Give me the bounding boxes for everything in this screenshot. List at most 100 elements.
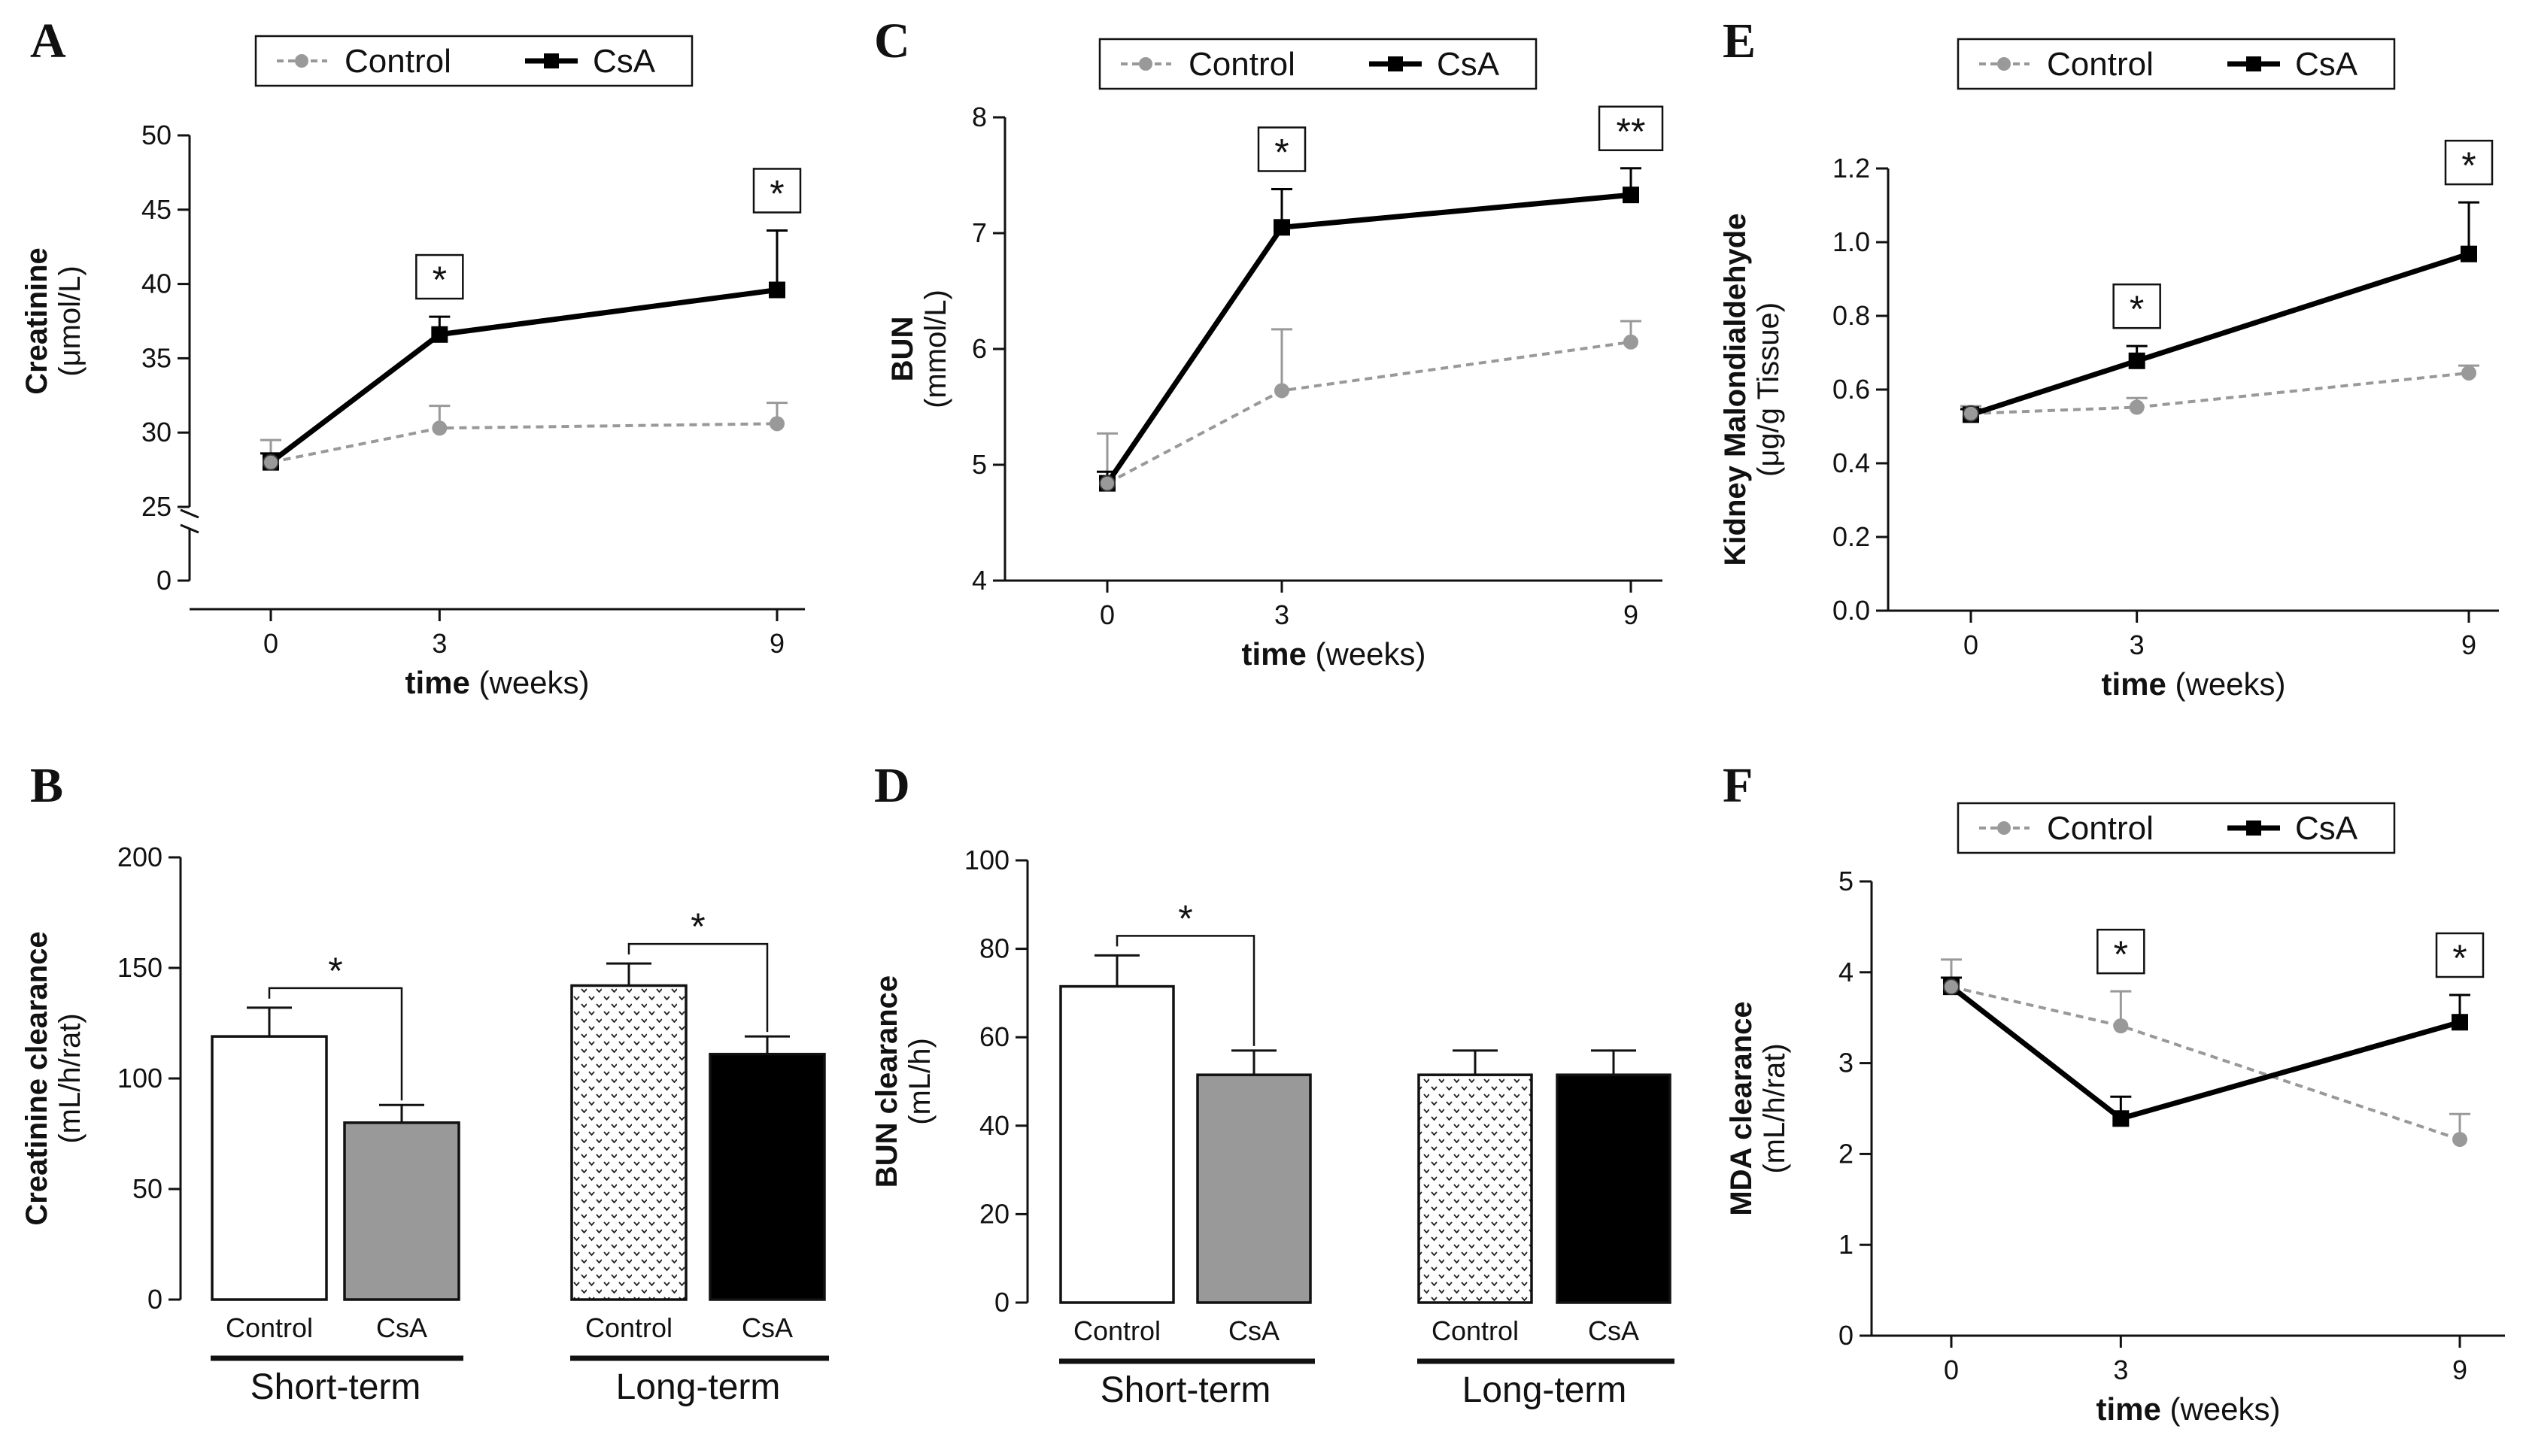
y-axis-title: Creatinine (μmol/L) — [20, 247, 87, 395]
significance-box — [2096, 928, 2145, 975]
y-tick-label: 5 — [1838, 866, 1854, 896]
y-tick-label: 40 — [979, 1110, 1010, 1141]
panel-B: B 0 50 100 150 200 Creatinine clearance (mL/h/r… — [20, 758, 829, 1407]
panel-A-legend: Control CsA — [254, 35, 694, 87]
bar-control — [570, 984, 688, 1301]
y-tick-label: 0 — [1838, 1320, 1854, 1351]
legend-control-marker — [1997, 821, 2011, 835]
significance-box — [1598, 105, 1664, 152]
data-point — [431, 326, 448, 343]
x-tick-label: 0 — [1944, 1354, 1959, 1385]
y-axis-title-bold: Kidney Malondialdehyde — [1719, 214, 1752, 566]
data-point — [2129, 399, 2145, 415]
series-line — [1951, 985, 2461, 1141]
y-tick-label: 0.6 — [1832, 374, 1870, 405]
y-tick-label: 8 — [972, 102, 987, 132]
y-axis-title-unit: (μg/g Tissue) — [1752, 302, 1785, 477]
significance-mark: * — [2452, 937, 2467, 979]
y-tick-label: 150 — [117, 952, 162, 983]
panel-E-legend: Control CsA — [1957, 38, 2396, 90]
series-control — [1097, 320, 1641, 491]
panel-A: A Control CsA 25 30 35 40 45 50 0 0 3 9 time (weeks) C… — [20, 14, 805, 700]
y-axis-title: Creatinine clearance (mL/h/rat) — [20, 931, 87, 1225]
legend-csa-label: CsA — [2295, 810, 2358, 847]
y-tick-label: 1 — [1838, 1229, 1854, 1260]
data-point — [2128, 352, 2145, 369]
y-tick-label: 45 — [141, 194, 172, 225]
y-tick-label: 200 — [117, 842, 162, 872]
significance-mark: * — [691, 905, 705, 948]
data-point — [2452, 1132, 2467, 1148]
legend-csa-label: CsA — [593, 43, 656, 80]
bar-control — [211, 1035, 328, 1301]
legend-box — [1957, 802, 2396, 854]
y-axis-title: BUN clearance (mL/h) — [870, 975, 937, 1188]
y-tick-label: 4 — [972, 565, 987, 596]
x-tick-label: 0 — [1963, 629, 1978, 660]
y-axis-title-bold: BUN clearance — [870, 975, 903, 1188]
panel-letter-C: C — [874, 14, 910, 68]
bar-group-long-term: Control CsA Long-term * — [570, 905, 829, 1407]
legend-csa-label: CsA — [2295, 46, 2358, 83]
y-tick-label: 0 — [156, 565, 172, 596]
panel-letter-A: A — [30, 14, 66, 68]
y-axis-title-bold: Creatinine clearance — [20, 931, 53, 1225]
group-label: Long-term — [1462, 1370, 1627, 1410]
data-point-origin — [1099, 475, 1116, 492]
y-axis-title-unit: (mL/h/rat) — [1758, 1043, 1791, 1173]
legend-control-marker — [1997, 57, 2011, 71]
legend-control-marker — [295, 54, 308, 68]
y-tick-label: 2 — [1838, 1138, 1854, 1169]
significance-mark: * — [1178, 897, 1192, 939]
y-tick-label: 25 — [141, 491, 172, 522]
series-csa — [1941, 976, 2470, 1127]
series-control — [1941, 958, 2470, 1148]
significance-mark: * — [2114, 933, 2128, 975]
y-tick-label: 0 — [994, 1287, 1010, 1318]
panel-F: F Control CsA 0 1 2 3 4 5 0 3 9 time (weeks) MDA clea… — [1723, 758, 2505, 1427]
legend-box — [254, 35, 694, 87]
bar-group-long-term: Control CsA Long-term — [1417, 1049, 1674, 1410]
y-axis-title: MDA clearance (mL/h/rat) — [1725, 1001, 1791, 1215]
significance-bracket — [627, 942, 769, 1033]
y-tick-label: 7 — [972, 217, 987, 248]
legend-csa-marker — [2246, 56, 2261, 71]
x-tick-label: 3 — [1274, 599, 1289, 630]
y-tick-label: 4 — [1838, 957, 1854, 987]
data-point — [770, 416, 785, 432]
panel-letter-D: D — [874, 758, 910, 813]
series-line — [270, 422, 778, 464]
x-tick-label: 3 — [432, 628, 447, 659]
data-point — [2452, 1014, 2468, 1031]
y-tick-label: 0.8 — [1832, 300, 1870, 331]
data-point — [1274, 219, 1290, 236]
series-csa — [1097, 167, 1641, 492]
y-tick-label: 35 — [141, 342, 172, 373]
legend-control-label: Control — [345, 43, 451, 80]
data-point — [1623, 334, 1638, 350]
y-tick-label: 80 — [979, 933, 1010, 964]
category-label: Control — [1432, 1315, 1519, 1346]
y-axis-title-bold: Creatinine — [20, 247, 53, 395]
y-axis-title-unit: (mmol/L) — [919, 290, 952, 408]
bar-csa — [1556, 1073, 1671, 1304]
y-axis-title: BUN (mmol/L) — [886, 290, 952, 408]
y-tick-label: 0.2 — [1832, 521, 1870, 552]
series-csa — [1960, 201, 2479, 423]
series-line — [269, 287, 778, 465]
y-tick-label: 40 — [141, 268, 172, 299]
significance-mark: ** — [1617, 111, 1646, 153]
group-label: Long-term — [616, 1367, 781, 1407]
legend-box — [1957, 38, 2396, 90]
x-axis-title: time (weeks) — [1241, 636, 1425, 672]
significance-box — [415, 253, 464, 300]
significance-bracket — [1116, 935, 1255, 1046]
series-control — [260, 402, 788, 470]
bar-control — [1417, 1073, 1533, 1304]
data-point — [2113, 1018, 2129, 1034]
legend-csa-marker — [2246, 821, 2261, 836]
series-line — [1969, 251, 2470, 417]
y-tick-label: 30 — [141, 417, 172, 447]
data-point — [2461, 365, 2476, 381]
